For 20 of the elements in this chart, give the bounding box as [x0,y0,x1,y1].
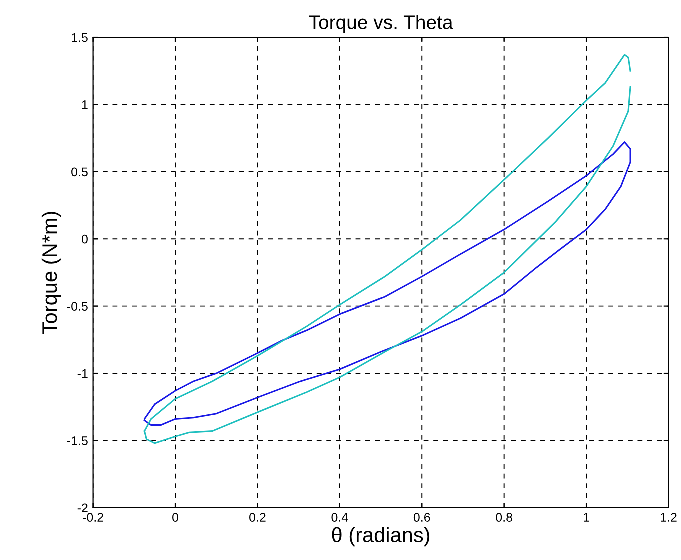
x-tick-label: 0.2 [250,513,266,522]
y-tick-label: -2 [78,504,88,512]
y-axis-title: Torque (N*m) [42,212,62,334]
x-tick-label: 1.2 [661,513,677,522]
x-tick-label: 0.4 [332,513,348,522]
x-tick-label: 1 [584,513,590,522]
x-tick-label: 0.8 [496,513,512,522]
y-tick-label: 1 [82,100,88,110]
chart-title: Torque vs. Theta [309,15,454,34]
x-tick-label: -0.2 [83,513,104,522]
x-tick-label: 0 [172,513,178,522]
y-tick-label: -0.5 [67,302,88,311]
x-axis-title: θ (radians) [332,527,430,547]
y-tick-label: 0 [82,234,88,244]
y-tick-label: 0.5 [72,168,88,177]
y-tick-label: -1 [78,369,88,378]
y-tick-label: -1.5 [67,436,88,446]
y-tick-label: 1.5 [72,33,88,42]
x-tick-label: 0.6 [414,513,430,522]
line-series [144,142,632,426]
